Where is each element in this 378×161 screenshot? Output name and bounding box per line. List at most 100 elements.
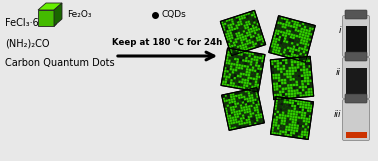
Polygon shape [287,35,290,38]
Polygon shape [236,18,239,22]
Polygon shape [226,67,229,70]
Polygon shape [248,14,251,18]
Polygon shape [249,79,252,83]
Polygon shape [307,85,310,88]
Polygon shape [289,38,292,42]
Polygon shape [295,46,299,49]
Polygon shape [235,82,238,85]
Polygon shape [288,104,291,107]
Polygon shape [305,51,308,54]
Polygon shape [222,77,225,80]
Polygon shape [242,75,245,79]
Polygon shape [257,44,261,47]
Polygon shape [284,111,287,115]
Polygon shape [222,95,225,98]
Polygon shape [293,42,297,46]
Polygon shape [233,52,236,55]
Polygon shape [280,50,283,53]
Polygon shape [279,108,282,111]
Polygon shape [289,38,292,42]
Polygon shape [280,105,283,108]
Polygon shape [222,88,264,130]
Polygon shape [258,118,261,121]
Polygon shape [299,44,302,47]
Polygon shape [243,53,246,57]
Polygon shape [299,89,302,92]
Polygon shape [280,100,284,103]
Polygon shape [227,40,230,43]
Polygon shape [282,93,285,96]
Polygon shape [278,82,281,85]
Polygon shape [252,80,255,83]
Polygon shape [308,62,311,65]
Polygon shape [279,33,282,36]
Polygon shape [279,59,282,62]
Polygon shape [246,62,250,66]
Polygon shape [227,94,230,97]
Polygon shape [294,72,297,75]
Polygon shape [279,44,282,47]
Polygon shape [223,102,226,105]
Polygon shape [299,57,302,60]
Polygon shape [289,38,292,42]
Polygon shape [249,11,253,14]
Polygon shape [220,10,266,56]
Polygon shape [227,94,230,97]
Polygon shape [239,61,242,64]
Polygon shape [276,24,279,27]
Polygon shape [253,117,256,120]
Polygon shape [298,80,301,83]
Polygon shape [242,56,245,59]
Polygon shape [308,62,311,65]
Polygon shape [228,112,231,115]
Polygon shape [303,136,306,139]
Polygon shape [254,66,257,70]
Polygon shape [247,102,250,105]
Polygon shape [223,20,226,23]
Polygon shape [234,74,237,77]
Polygon shape [237,83,241,86]
Polygon shape [234,92,237,95]
Polygon shape [286,98,289,101]
Polygon shape [235,52,238,55]
Polygon shape [234,74,237,77]
Polygon shape [298,130,301,133]
Polygon shape [259,110,262,113]
Polygon shape [243,119,246,122]
Polygon shape [282,106,285,109]
Polygon shape [231,76,234,79]
Polygon shape [292,56,296,59]
Polygon shape [225,97,228,100]
Polygon shape [234,46,237,49]
Polygon shape [232,30,235,34]
Polygon shape [255,44,258,48]
Polygon shape [278,82,281,85]
Polygon shape [244,18,247,22]
Text: Keep at 180 ℃ for 24h: Keep at 180 ℃ for 24h [112,38,223,47]
Polygon shape [281,36,284,39]
Polygon shape [288,52,291,55]
Polygon shape [301,44,304,48]
Polygon shape [298,55,302,58]
Polygon shape [294,51,297,54]
Polygon shape [244,124,247,127]
Polygon shape [253,96,257,99]
Polygon shape [229,104,232,107]
Polygon shape [247,36,250,40]
Polygon shape [249,19,253,23]
Polygon shape [279,108,282,111]
Polygon shape [285,123,288,126]
Polygon shape [227,65,230,68]
Polygon shape [249,17,252,20]
Polygon shape [222,95,225,98]
Polygon shape [274,97,277,100]
Polygon shape [298,113,301,116]
Polygon shape [225,27,228,30]
Polygon shape [236,99,239,103]
Polygon shape [234,74,237,77]
Polygon shape [301,77,304,80]
Polygon shape [258,59,262,62]
Polygon shape [38,10,54,26]
Polygon shape [256,31,259,34]
Polygon shape [245,95,248,98]
